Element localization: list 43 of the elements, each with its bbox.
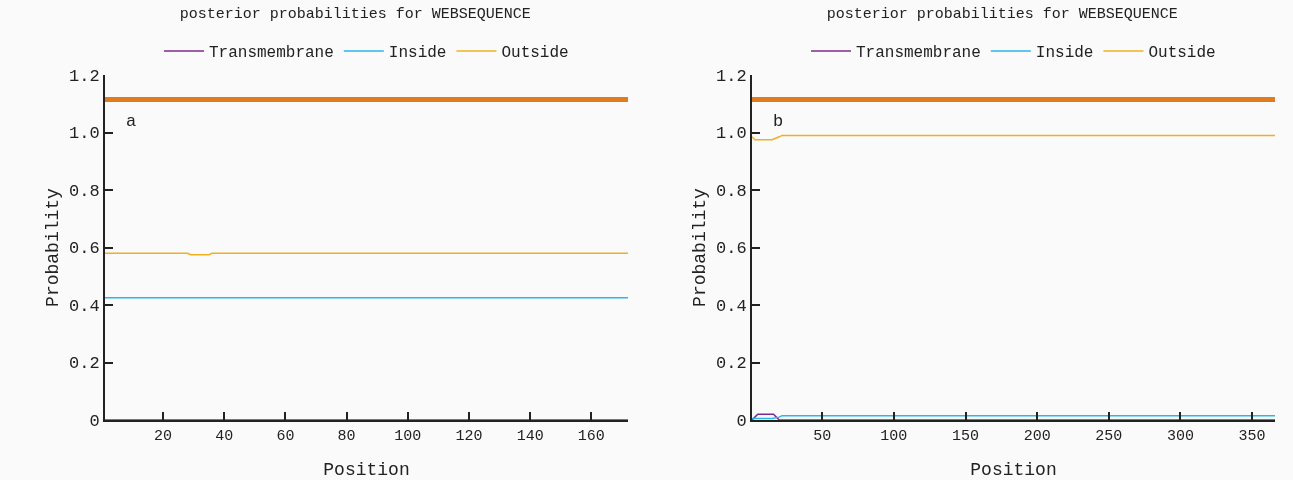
y-tick-label: 0.6 xyxy=(68,239,100,259)
y-tick-label: 0.2 xyxy=(715,354,747,374)
x-tick-label: 120 xyxy=(455,428,483,445)
legend-label: Inside xyxy=(1035,44,1094,63)
x-tick-label: 350 xyxy=(1238,428,1266,445)
y-tick-label: 0 xyxy=(736,411,747,431)
legend-label: Transmembrane xyxy=(209,44,334,63)
x-tick-label: 150 xyxy=(951,428,980,445)
y-axis-title: Probability xyxy=(690,187,710,307)
x-tick-label: 50 xyxy=(813,428,832,445)
y-tick-label: 0.2 xyxy=(68,354,100,374)
legend-label: Transmembrane xyxy=(856,44,981,63)
y-tick-label: 0.4 xyxy=(715,296,747,316)
x-tick-label: 40 xyxy=(215,428,234,445)
x-tick-label: 200 xyxy=(1023,428,1051,445)
annotation: b xyxy=(773,112,784,131)
y-tick-label: 0.6 xyxy=(715,239,747,259)
y-tick-label: 0.4 xyxy=(68,296,100,316)
x-axis-title: Position xyxy=(323,460,410,480)
legend-label: Outside xyxy=(501,44,569,63)
x-tick-label: 60 xyxy=(276,428,295,445)
y-tick-label: 0.8 xyxy=(715,181,747,201)
y-tick-label: 1.2 xyxy=(68,66,100,86)
y-tick-label: 0.8 xyxy=(68,181,100,201)
x-tick-label: 300 xyxy=(1166,428,1194,445)
legend-label: Outside xyxy=(1148,44,1216,63)
legend-label: Inside xyxy=(388,44,447,63)
y-axis-title: Probability xyxy=(43,187,63,307)
x-tick-label: 80 xyxy=(337,428,356,445)
x-tick-label: 20 xyxy=(154,428,173,445)
chart-title: posterior probabilities for WEBSEQUENCE xyxy=(179,5,531,23)
annotation: a xyxy=(126,112,137,131)
y-tick-label: 1.0 xyxy=(715,124,747,144)
x-tick-label: 250 xyxy=(1095,428,1123,445)
y-tick-label: 1.0 xyxy=(68,124,100,144)
x-tick-label: 100 xyxy=(880,428,908,445)
x-axis-title: Position xyxy=(970,460,1057,480)
y-tick-label: 0 xyxy=(89,411,100,431)
x-tick-label: 140 xyxy=(516,428,544,445)
chart-title: posterior probabilities for WEBSEQUENCE xyxy=(826,5,1178,23)
y-tick-label: 1.2 xyxy=(715,66,747,86)
x-tick-label: 160 xyxy=(577,428,605,445)
x-tick-label: 100 xyxy=(394,428,422,445)
